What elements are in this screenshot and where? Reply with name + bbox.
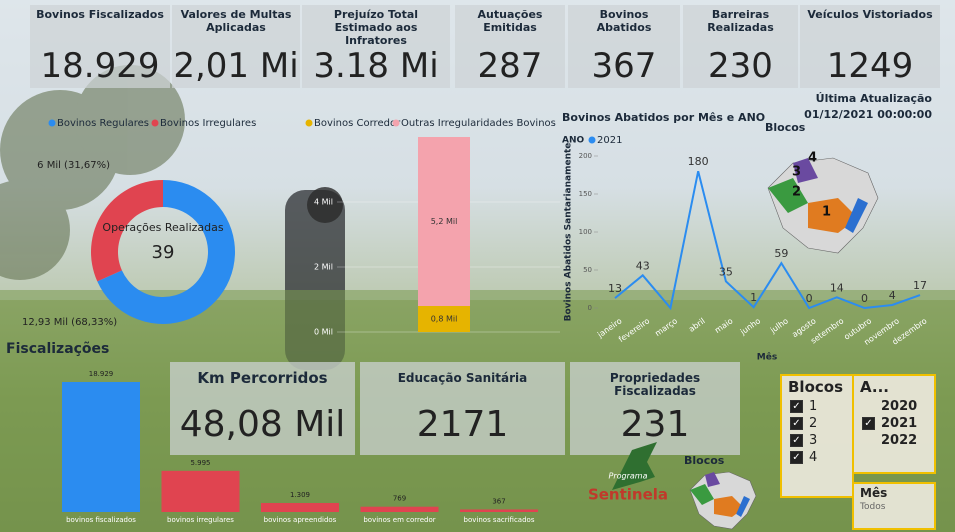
map-region-label: 1 bbox=[822, 205, 831, 220]
bar bbox=[62, 382, 140, 512]
data-label: 43 bbox=[636, 259, 650, 272]
bar bbox=[261, 503, 339, 512]
x-tick-label: bovinos fiscalizados bbox=[66, 516, 136, 524]
legend-marker bbox=[393, 120, 400, 127]
map-region-label: 4 bbox=[808, 151, 817, 166]
y-tick-label: 200 bbox=[579, 152, 592, 160]
charts: 1234BlocosBlocosProgramaSentinelaBovinos… bbox=[0, 0, 955, 532]
x-axis-label: Mês bbox=[757, 352, 777, 363]
data-label: 0 bbox=[806, 292, 813, 305]
x-tick-label: maio bbox=[713, 316, 734, 335]
x-tick-label: abril bbox=[687, 316, 707, 334]
map-region-label: 2 bbox=[792, 185, 801, 200]
data-label: 0 bbox=[861, 292, 868, 305]
x-tick-label: junho bbox=[738, 316, 762, 337]
x-tick-label: julho bbox=[768, 316, 790, 335]
y-tick-label: 2 Mil bbox=[314, 263, 333, 272]
data-label: 13 bbox=[608, 282, 622, 295]
x-tick-label: bovinos sacrificados bbox=[464, 516, 535, 524]
legend-marker bbox=[152, 120, 159, 127]
donut-center-title: Operações Realizadas bbox=[102, 221, 223, 234]
bar bbox=[460, 509, 538, 512]
chart-title: Bovinos Abatidos por Mês e ANO bbox=[562, 111, 765, 124]
data-label: 0,8 Mil bbox=[431, 315, 458, 324]
bar bbox=[162, 471, 240, 512]
y-tick-label: 100 bbox=[579, 228, 592, 236]
y-tick-label: 150 bbox=[579, 190, 592, 198]
chart-title: Fiscalizações bbox=[6, 341, 109, 357]
y-axis-label: Bovinos Abatidos Santarianamente bbox=[564, 143, 574, 322]
donut-center-value: 39 bbox=[152, 242, 175, 263]
y-tick-label: 0 bbox=[588, 304, 592, 312]
data-label: 1 bbox=[750, 291, 757, 304]
data-label: 367 bbox=[492, 497, 505, 505]
data-label: 18.929 bbox=[89, 370, 114, 378]
logo-bird bbox=[612, 442, 657, 490]
legend-label: Bovinos Regulares bbox=[57, 118, 149, 129]
dashboard: Bovinos Fiscalizados18.929Valores de Mul… bbox=[0, 0, 955, 532]
logo-text: Programa bbox=[609, 472, 648, 481]
legend-label: Outras Irregularidades Bovinos bbox=[401, 118, 556, 129]
logo-text: Sentinela bbox=[588, 486, 668, 504]
y-tick-label: 4 Mil bbox=[314, 198, 333, 207]
legend-marker bbox=[49, 120, 56, 127]
data-label: 1.309 bbox=[290, 491, 310, 499]
data-label: 4 bbox=[889, 289, 896, 302]
bar bbox=[361, 507, 439, 512]
legend-marker bbox=[589, 137, 596, 144]
data-label: 769 bbox=[393, 495, 406, 503]
y-tick-label: 0 Mil bbox=[314, 328, 333, 337]
x-tick-label: bovinos apreendidos bbox=[264, 516, 337, 524]
data-label: 59 bbox=[774, 247, 788, 260]
data-label: 5.995 bbox=[190, 459, 210, 467]
x-tick-label: bovinos em corredor bbox=[363, 516, 435, 524]
map-title: Blocos bbox=[765, 121, 806, 134]
data-label: 35 bbox=[719, 265, 733, 278]
data-label: 180 bbox=[688, 155, 709, 168]
legend-label: Bovinos Irregulares bbox=[160, 118, 256, 129]
data-label: 6 Mil (31,67%) bbox=[37, 160, 110, 171]
legend-label: Bovinos Corredor bbox=[314, 118, 401, 129]
map-region-label: 3 bbox=[792, 165, 801, 180]
map-title: Blocos bbox=[684, 454, 725, 467]
x-tick-label: março bbox=[653, 316, 679, 338]
data-label: 17 bbox=[913, 279, 927, 292]
data-label: 12,93 Mil (68,33%) bbox=[22, 317, 117, 328]
legend-marker bbox=[306, 120, 313, 127]
y-tick-label: 50 bbox=[583, 266, 592, 274]
data-label: 14 bbox=[830, 281, 844, 294]
legend-label: 2021 bbox=[597, 135, 622, 146]
x-tick-label: fevereiro bbox=[617, 316, 651, 344]
data-label: 5,2 Mil bbox=[431, 217, 458, 226]
x-tick-label: bovinos irregulares bbox=[167, 516, 234, 524]
